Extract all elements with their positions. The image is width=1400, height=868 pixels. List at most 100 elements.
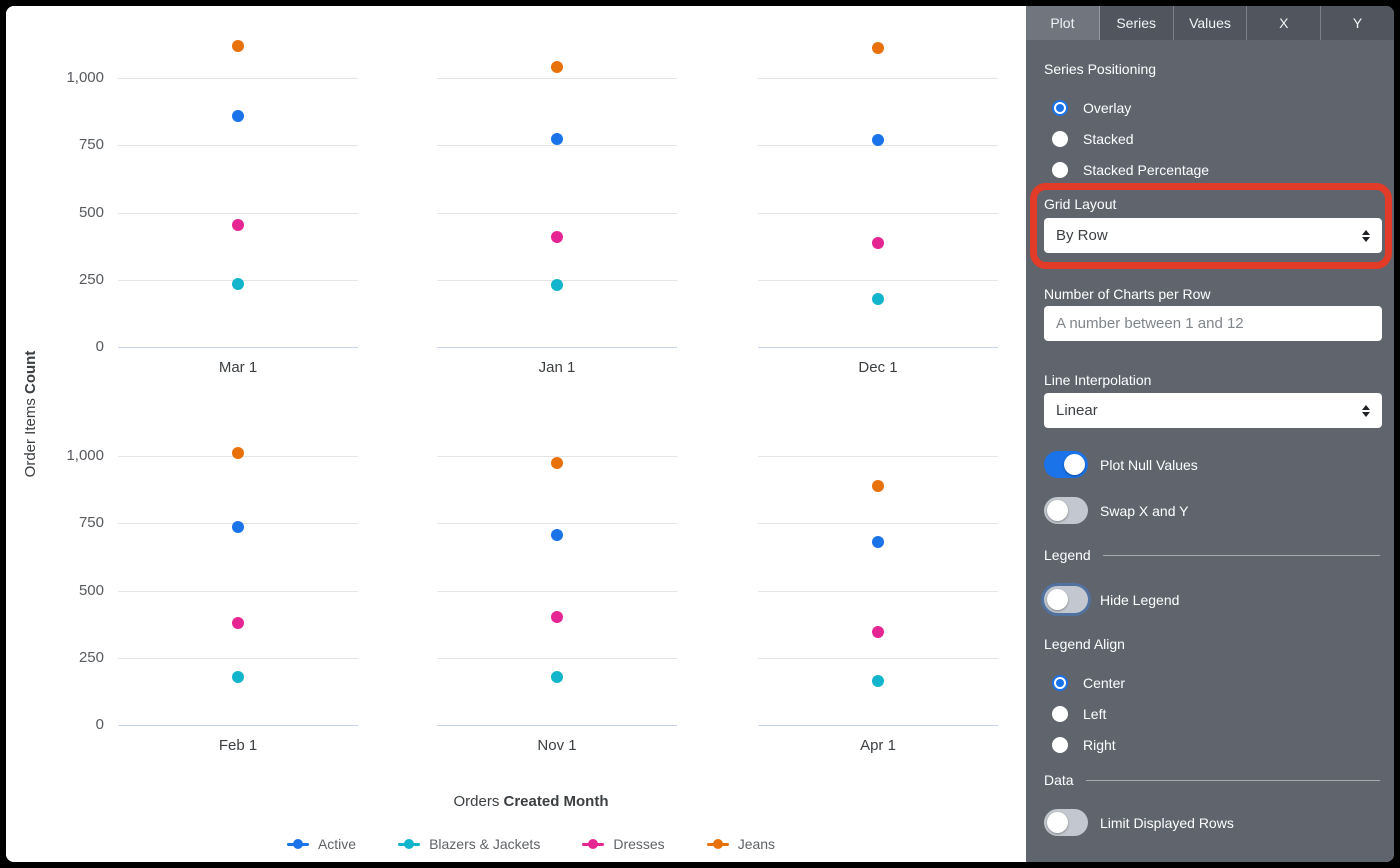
plot-null-values-row: Plot Null Values: [1044, 451, 1380, 478]
legend-item-blazers-jackets[interactable]: Blazers & Jackets: [398, 836, 540, 852]
gridline-1,000: [758, 456, 998, 457]
tab-series[interactable]: Series: [1100, 6, 1174, 40]
charts-per-row-label: Number of Charts per Row: [1044, 286, 1211, 302]
x-tick-label: Dec 1: [858, 359, 898, 376]
data-point-active[interactable]: [551, 132, 563, 145]
select-updown-icon: [1362, 404, 1370, 417]
radio-icon[interactable]: [1052, 130, 1068, 147]
y-axis-title-view: Order Items: [22, 398, 39, 478]
data-point-dresses[interactable]: [232, 218, 244, 231]
series-positioning-option-stacked[interactable]: Stacked: [1044, 123, 1380, 154]
gridline-250: [758, 657, 998, 659]
legend-item-active[interactable]: Active: [286, 836, 357, 852]
tab-plot[interactable]: Plot: [1026, 6, 1100, 40]
tab-values[interactable]: Values: [1174, 6, 1248, 40]
legend-section-title: Legend: [1044, 547, 1091, 563]
data-point-jeans[interactable]: [232, 447, 244, 460]
series-positioning-option-stacked-percentage[interactable]: Stacked Percentage: [1044, 154, 1380, 185]
data-point-blazers-jackets[interactable]: [872, 292, 884, 305]
line-interpolation-select-value: Linear: [1056, 402, 1098, 419]
y-axis-title: Order Items Count: [22, 344, 40, 484]
hide-legend-toggle[interactable]: [1044, 586, 1088, 613]
data-point-active[interactable]: [872, 133, 884, 146]
tab-y[interactable]: Y: [1352, 15, 1363, 31]
y-tick-label: 0: [95, 338, 104, 355]
radio-icon[interactable]: [1052, 99, 1068, 116]
data-point-blazers-jackets[interactable]: [872, 674, 884, 687]
radio-icon[interactable]: [1052, 736, 1068, 753]
series-positioning-radio-group: Overlay Stacked Stacked Percentage: [1044, 92, 1380, 185]
radio-label: Stacked Percentage: [1083, 161, 1210, 178]
data-point-dresses[interactable]: [551, 230, 563, 243]
data-point-blazers-jackets[interactable]: [551, 670, 563, 683]
line-interpolation-select[interactable]: Linear: [1044, 393, 1382, 428]
data-point-jeans[interactable]: [551, 456, 563, 469]
x-tick-label: Jan 1: [538, 359, 576, 376]
x-axis-title: Orders Created Month: [66, 793, 996, 810]
data-point-jeans[interactable]: [232, 39, 244, 52]
x-tick-label: Nov 1: [537, 737, 577, 754]
data-point-jeans[interactable]: [551, 61, 563, 74]
y-tick-label: 500: [78, 203, 104, 221]
data-point-active[interactable]: [551, 529, 563, 542]
legend-label: Blazers & Jackets: [429, 836, 541, 852]
tab-x[interactable]: X: [1247, 6, 1322, 40]
radio-label: Stacked: [1083, 130, 1134, 147]
data-point-active[interactable]: [232, 109, 244, 122]
legend-align-option-right[interactable]: Right: [1044, 729, 1380, 760]
chart-legend: Active Blazers & Jackets Dresses Jeans: [66, 833, 996, 855]
data-point-jeans[interactable]: [872, 479, 884, 492]
y-axis-title-field: Count: [22, 350, 39, 394]
plot-null-values-toggle[interactable]: [1044, 451, 1088, 478]
gridline-1,000: [437, 456, 677, 457]
legend-label: Jeans: [737, 836, 776, 852]
gridline-750: [437, 145, 677, 147]
gridline-500: [437, 590, 677, 592]
y-tick-label: 750: [78, 136, 104, 154]
series-positioning-option-overlay[interactable]: Overlay: [1044, 92, 1380, 123]
data-point-dresses[interactable]: [872, 626, 884, 639]
limit-displayed-rows-toggle[interactable]: [1044, 809, 1088, 836]
gridline-250: [437, 657, 677, 659]
legend-align-label: Legend Align: [1044, 636, 1125, 652]
data-point-active[interactable]: [872, 536, 884, 549]
legend-align-radio-group: Center Left Right: [1044, 667, 1380, 760]
gridline-750: [437, 523, 677, 525]
limit-displayed-rows-row: Limit Displayed Rows: [1044, 809, 1380, 836]
legend-marker-icon: [286, 838, 309, 850]
radio-icon[interactable]: [1052, 674, 1068, 691]
data-point-blazers-jackets[interactable]: [551, 279, 563, 292]
toggle-knob: [1047, 812, 1068, 833]
legend-align-option-left[interactable]: Left: [1044, 698, 1380, 729]
charts-per-row-input[interactable]: [1044, 306, 1382, 341]
gridline-0: [118, 725, 358, 726]
legend-marker-icon: [706, 838, 729, 850]
y-tick-label: 1,000: [66, 447, 104, 464]
legend-align-option-center[interactable]: Center: [1044, 667, 1380, 698]
gridline-1,000: [437, 78, 677, 79]
data-point-dresses[interactable]: [232, 616, 244, 629]
legend-dot: [404, 839, 415, 849]
grid-layout-select[interactable]: By Row: [1044, 218, 1382, 253]
x-tick-label: Apr 1: [860, 737, 896, 754]
data-point-dresses[interactable]: [551, 611, 563, 624]
radio-icon[interactable]: [1052, 705, 1068, 722]
y-tick-label: 750: [78, 514, 104, 532]
x-axis-title-field: Created Month: [503, 793, 609, 810]
swap-x-and-y-toggle[interactable]: [1044, 497, 1088, 524]
gridline-0: [758, 725, 998, 726]
gridline-1,000: [758, 78, 998, 79]
data-point-dresses[interactable]: [872, 237, 884, 250]
legend-label: Active: [317, 836, 357, 852]
data-point-blazers-jackets[interactable]: [232, 670, 244, 683]
legend-item-jeans[interactable]: Jeans: [706, 836, 776, 852]
radio-icon[interactable]: [1052, 161, 1068, 178]
data-point-jeans[interactable]: [872, 42, 884, 55]
data-point-active[interactable]: [232, 521, 244, 534]
section-divider: [1085, 779, 1380, 781]
y-tick-label: 250: [78, 270, 104, 288]
data-point-blazers-jackets[interactable]: [232, 277, 244, 290]
swap-x-and-y-label: Swap X and Y: [1100, 502, 1189, 519]
legend-dot: [712, 839, 723, 849]
legend-item-dresses[interactable]: Dresses: [582, 836, 665, 852]
